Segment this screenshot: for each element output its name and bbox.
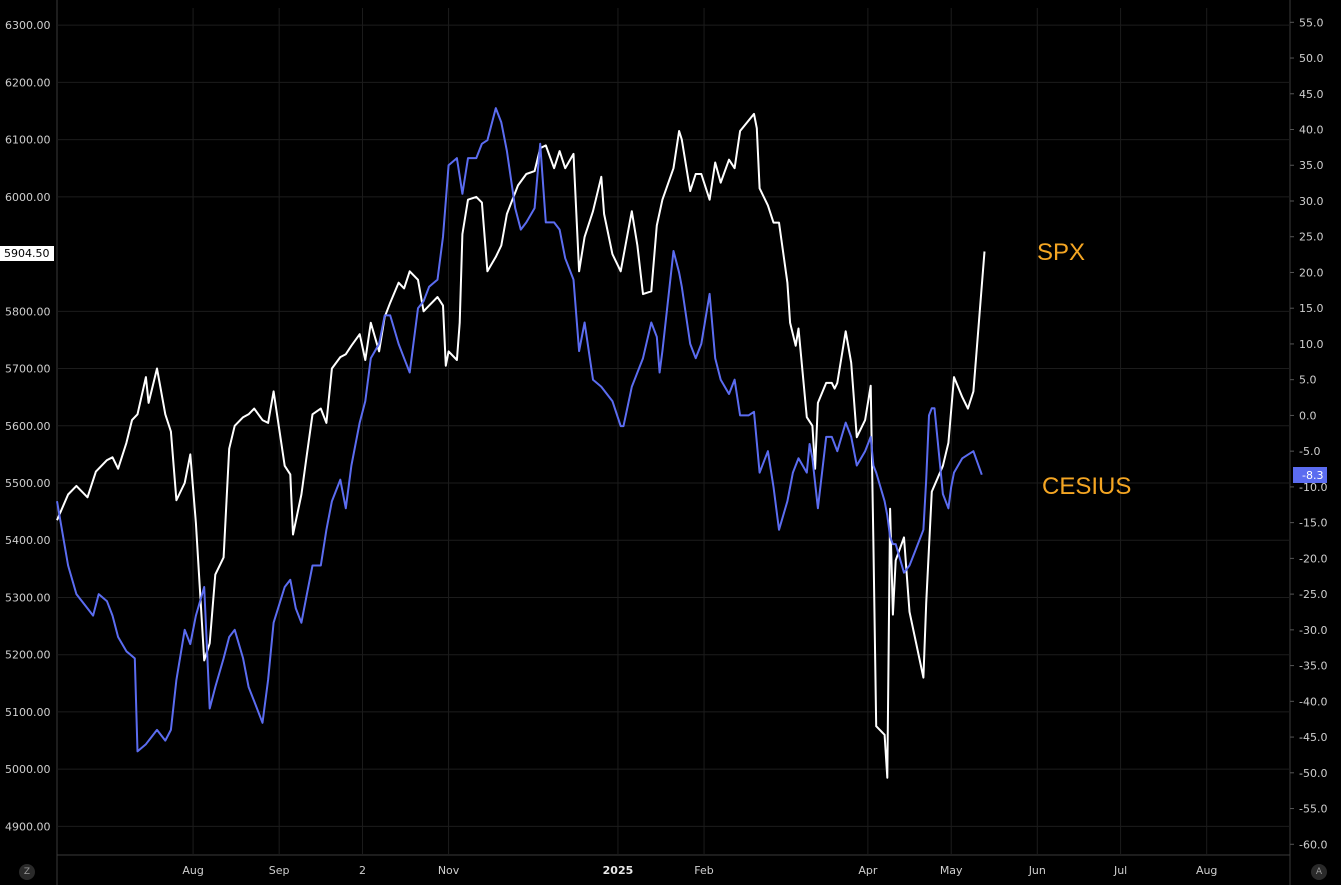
right-tick-label: 0.0 [1299, 409, 1317, 422]
left-tick-label: 5600.00 [5, 420, 51, 433]
right-tick-label: 55.0 [1299, 16, 1324, 29]
right-tick-label: 15.0 [1299, 302, 1324, 315]
left-tick-label: 5200.00 [5, 649, 51, 662]
x-tick-label: Apr [858, 864, 878, 877]
right-tick-label: 50.0 [1299, 52, 1324, 65]
right-tick-label: 45.0 [1299, 88, 1324, 101]
last-value-badges: 5904.50 -8.3 [0, 246, 1327, 483]
cesius-last-value-badge: -8.3 [1302, 469, 1323, 482]
x-tick-label: Sep [269, 864, 290, 877]
x-axis[interactable]: Aug Sep 2 Nov 2025 Feb Apr May Jun Jul Aug [182, 864, 1217, 877]
right-tick-label: -30.0 [1299, 624, 1327, 637]
right-tick-label: -20.0 [1299, 552, 1327, 565]
spx-label: SPX [1037, 239, 1085, 266]
right-tick-label: -25.0 [1299, 588, 1327, 601]
right-tick-label: 30.0 [1299, 195, 1324, 208]
x-tick-label: Aug [1196, 864, 1217, 877]
left-tick-label: 6100.00 [5, 134, 51, 147]
cesius-label: CESIUS [1042, 473, 1131, 500]
labels-layer: SPX CESIUS [1037, 239, 1131, 500]
right-tick-label: 25.0 [1299, 231, 1324, 244]
left-tick-label: 4900.00 [5, 820, 51, 833]
right-tick-label: -40.0 [1299, 695, 1327, 708]
grid [56, 0, 1291, 885]
auto-scale-right-button[interactable]: A [1311, 864, 1327, 880]
right-tick-label: 5.0 [1299, 374, 1317, 387]
spx-last-value-badge-bg [0, 246, 54, 261]
right-tick-label: -50.0 [1299, 767, 1327, 780]
left-tick-label: 5100.00 [5, 706, 51, 719]
x-tick-label: Jul [1113, 864, 1127, 877]
x-tick-label: May [940, 864, 963, 877]
x-tick-label: 2025 [603, 864, 634, 877]
right-tick-label: 40.0 [1299, 124, 1324, 137]
left-tick-label: 5800.00 [5, 305, 51, 318]
left-tick-label: 6000.00 [5, 191, 51, 204]
left-tick-label: 5000.00 [5, 763, 51, 776]
x-tick-label: Feb [694, 864, 713, 877]
right-tick-label: -60.0 [1299, 838, 1327, 851]
left-tick-label: 5400.00 [5, 534, 51, 547]
left-tick-label: 5500.00 [5, 477, 51, 490]
spx-last-value-badge: 5904.50 [4, 247, 50, 260]
right-tick-label: -55.0 [1299, 803, 1327, 816]
left-tick-label: 6200.00 [5, 76, 51, 89]
series-layer [56, 107, 986, 779]
left-tick-label: 5300.00 [5, 591, 51, 604]
left-tick-label: 6300.00 [5, 19, 51, 32]
right-tick-label: 35.0 [1299, 159, 1324, 172]
series-line-cesius[interactable] [56, 107, 983, 753]
x-tick-label: Jun [1028, 864, 1046, 877]
right-tick-label: 20.0 [1299, 266, 1324, 279]
right-tick-label: -10.0 [1299, 481, 1327, 494]
right-tick-label: -45.0 [1299, 731, 1327, 744]
right-tick-label: -5.0 [1299, 445, 1320, 458]
right-tick-label: -35.0 [1299, 660, 1327, 673]
x-tick-label: 2 [359, 864, 366, 877]
right-tick-label: -15.0 [1299, 517, 1327, 530]
x-tick-label: Nov [438, 864, 460, 877]
right-tick-label: 10.0 [1299, 338, 1324, 351]
x-tick-label: Aug [182, 864, 203, 877]
left-axis[interactable]: 6300.00 6200.00 6100.00 6000.00 5800.00 5700.… [5, 19, 51, 833]
auto-scale-left-button[interactable]: Z [19, 864, 35, 880]
right-axis[interactable]: 55.0 50.0 45.0 40.0 35.0 30.0 25.0 20.0 15.0 10.0… [1290, 16, 1327, 851]
cesius-last-value-badge-bg [1293, 467, 1327, 483]
left-tick-label: 5700.00 [5, 363, 51, 376]
